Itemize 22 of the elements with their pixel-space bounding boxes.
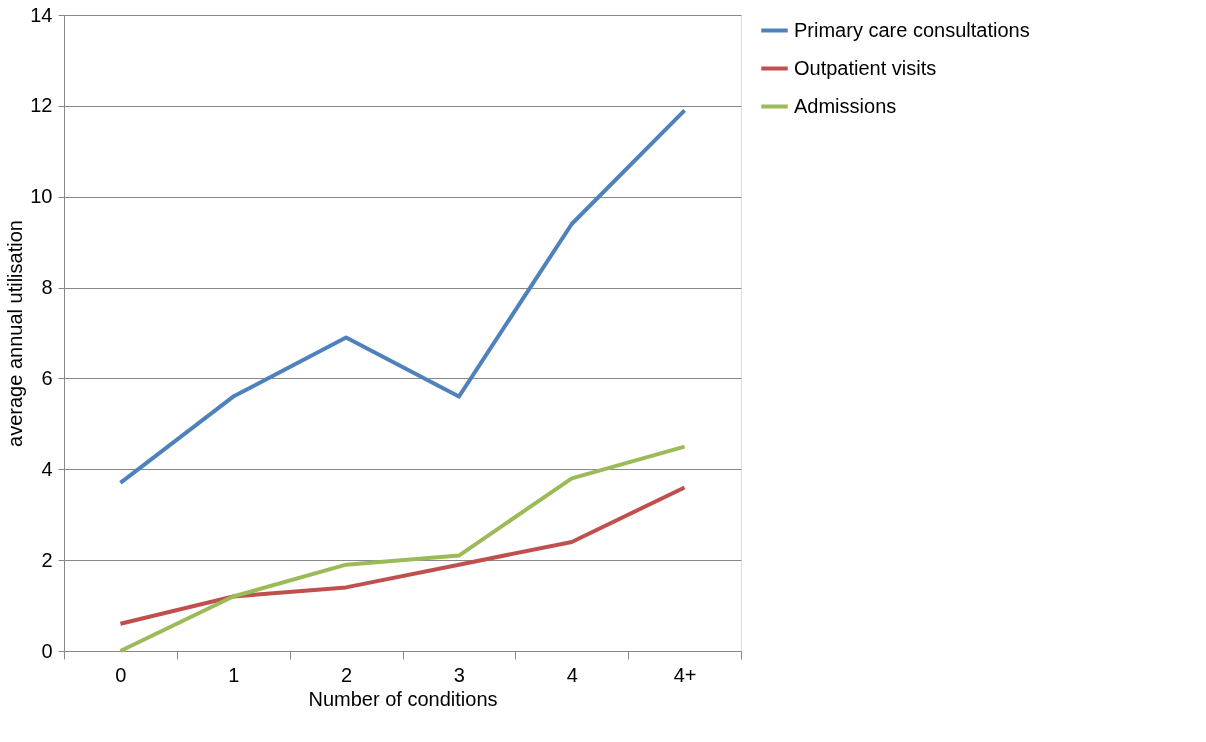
y-tick-label: 0 — [41, 639, 53, 662]
x-tick-label: 4+ — [673, 663, 697, 686]
x-tick-label: 4 — [566, 663, 578, 686]
line-series — [118, 108, 687, 485]
legend-label: Outpatient visits — [794, 56, 937, 79]
x-tick-label: 2 — [341, 663, 353, 686]
x-tick-label: 1 — [228, 663, 240, 686]
y-tick-label: 10 — [30, 185, 53, 208]
legend-label: Primary care consultations — [794, 18, 1030, 41]
y-tick-label: 2 — [41, 548, 53, 571]
line-series — [118, 485, 687, 626]
y-axis-title: average annual utilisation — [4, 220, 27, 447]
x-axis-title: Number of conditions — [308, 687, 498, 710]
y-tick-label: 4 — [41, 457, 53, 480]
y-tick-label: 8 — [41, 276, 53, 299]
y-tick-label: 6 — [41, 366, 53, 389]
line-series — [118, 444, 687, 653]
legend-label: Admissions — [794, 94, 897, 117]
x-tick-label: 0 — [115, 663, 127, 686]
y-tick-label: 12 — [30, 94, 53, 117]
x-tick-label: 3 — [453, 663, 465, 686]
y-tick-label: 14 — [30, 3, 53, 26]
